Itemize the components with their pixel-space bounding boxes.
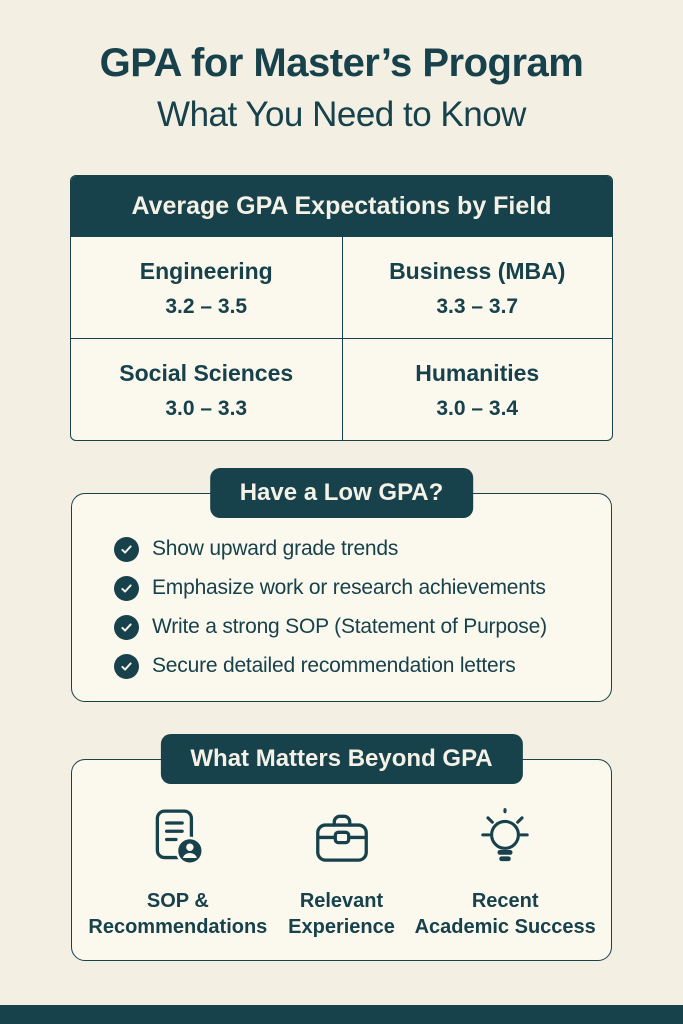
beyond-gpa-badge: What Matters Beyond GPA — [160, 734, 523, 785]
list-item: Secure detailed recommendation letters — [114, 653, 593, 679]
table-cell-business: Business (MBA) 3.3 – 3.7 — [341, 236, 612, 339]
lightbulb-icon — [472, 806, 538, 872]
icon-label-line2: Experience — [288, 916, 395, 939]
footer-bar — [0, 1005, 683, 1024]
list-item: Write a strong SOP (Statement of Purpose… — [114, 614, 593, 640]
field-name: Social Sciences — [119, 360, 294, 387]
table-cell-social-sciences: Social Sciences 3.0 – 3.3 — [71, 338, 342, 440]
gpa-expectations-table: Average GPA Expectations by Field Engine… — [70, 175, 613, 442]
check-item-label: Write a strong SOP (Statement of Purpose… — [152, 615, 547, 639]
list-item: Show upward grade trends — [114, 536, 593, 562]
check-circle-icon — [114, 614, 139, 640]
list-item: Relevant Experience — [260, 806, 424, 940]
low-gpa-section: Have a Low GPA? Show upward grade trends… — [71, 468, 612, 703]
icon-label-line1: Recent — [471, 890, 539, 913]
gpa-range: 3.0 – 3.3 — [165, 397, 248, 421]
beyond-gpa-section: What Matters Beyond GPA SOP & — [71, 734, 612, 962]
icon-label-line2: Recommendations — [88, 916, 268, 939]
check-circle-icon — [114, 653, 139, 679]
icon-label-line1: Relevant — [299, 890, 384, 913]
low-gpa-box: Show upward grade trends Emphasize work … — [71, 493, 612, 703]
icon-label: Recent Academic Success — [415, 888, 596, 940]
icon-label-line2: Academic Success — [414, 916, 596, 939]
gpa-range: 3.2 – 3.5 — [165, 295, 248, 319]
field-name: Humanities — [415, 360, 540, 387]
table-cell-humanities: Humanities 3.0 – 3.4 — [341, 338, 612, 441]
icon-label: SOP & Recommendations — [88, 888, 267, 940]
low-gpa-checklist: Show upward grade trends Emphasize work … — [72, 494, 611, 701]
beyond-gpa-icons-row: SOP & Recommendations Relev — [72, 760, 611, 960]
list-item: SOP & Recommendations — [88, 806, 267, 940]
list-item: Emphasize work or research achievements — [114, 575, 593, 601]
document-person-icon — [145, 806, 211, 872]
page-subtitle: What You Need to Know — [157, 95, 526, 134]
icon-label: Relevant Experience — [288, 888, 395, 940]
gpa-range: 3.3 – 3.7 — [436, 295, 519, 319]
check-item-label: Emphasize work or research achievements — [152, 576, 546, 600]
table-cell-engineering: Engineering 3.2 – 3.5 — [71, 236, 342, 338]
check-circle-icon — [114, 536, 139, 562]
page-title: GPA for Master’s Program — [99, 41, 584, 85]
check-circle-icon — [114, 575, 139, 601]
gpa-range: 3.0 – 3.4 — [436, 397, 519, 421]
briefcase-icon — [309, 806, 375, 872]
icon-label-line1: SOP & — [146, 890, 209, 913]
beyond-gpa-box: SOP & Recommendations Relev — [71, 759, 612, 962]
field-name: Business (MBA) — [389, 258, 566, 285]
table-header: Average GPA Expectations by Field — [71, 176, 612, 237]
table-grid: Engineering 3.2 – 3.5 Business (MBA) 3.3… — [71, 236, 612, 441]
check-item-label: Show upward grade trends — [152, 537, 399, 561]
check-item-label: Secure detailed recommendation letters — [152, 654, 516, 678]
list-item: Recent Academic Success — [415, 806, 596, 940]
field-name: Engineering — [139, 258, 273, 285]
low-gpa-badge: Have a Low GPA? — [209, 468, 474, 519]
